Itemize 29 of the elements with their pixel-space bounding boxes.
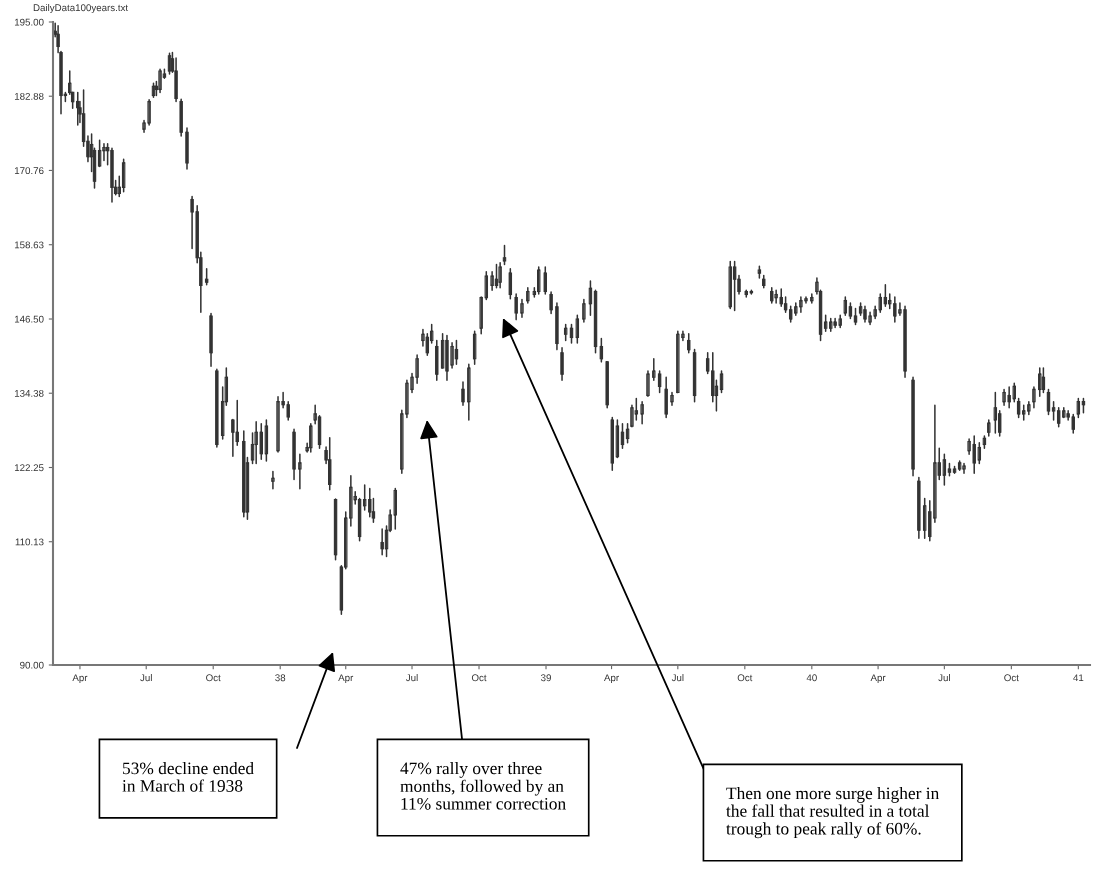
x-tick-label: Apr [604,674,619,684]
x-tick-label: Jul [405,674,418,682]
y-tick-label: 122.25 [14,464,44,472]
x-tick-label: 39 [540,674,551,682]
y-tick-label: 182.88 [14,92,44,100]
y-tick-label: 90.00 [20,661,44,669]
x-tick-label: Apr [338,674,354,684]
x-tick-label: Apr [870,674,886,684]
y-tick-label: 146.50 [14,315,44,323]
chart-title: DailyData100years.txt [33,4,129,14]
x-tick-label: 40 [806,674,817,682]
x-tick-label: Oct [1004,674,1019,682]
text: 53% decline ended in March of 1938 [122,762,254,792]
y-tick-label: 158.63 [14,241,44,249]
y-tick-label: 134.38 [14,389,44,397]
x-tick-label: 41 [1073,674,1084,682]
x-tick-label: Oct [206,674,221,682]
y-tick-label: 195.00 [14,18,44,26]
text: Then one more surge higher in the fall that resulted in a total trough to peak rally of 60%. [726,787,940,839]
y-tick-label: 110.13 [15,538,44,546]
x-tick-label: 38 [275,674,286,682]
x-tick-label: Oct [471,674,487,682]
x-tick-label: Jul [938,674,950,682]
text: 47% rally over three months, followed by an 11% summer correction [400,762,566,810]
x-tick-label: Jul [140,674,152,682]
x-tick-label: Oct [737,674,753,682]
x-tick-label: Apr [72,674,88,684]
y-tick-label: 170.76 [14,167,44,175]
x-tick-label: Jul [671,674,684,682]
